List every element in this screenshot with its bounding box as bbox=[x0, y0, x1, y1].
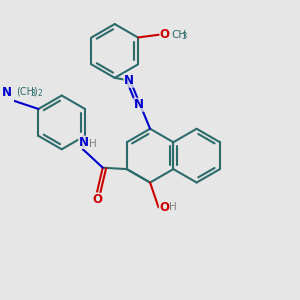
Text: (CH: (CH bbox=[16, 86, 34, 96]
Text: N: N bbox=[124, 74, 134, 87]
Text: N: N bbox=[2, 86, 11, 99]
Text: 2: 2 bbox=[37, 89, 42, 98]
Text: H: H bbox=[89, 139, 97, 149]
Text: O: O bbox=[159, 201, 169, 214]
Text: ): ) bbox=[34, 86, 38, 96]
Text: N: N bbox=[134, 98, 144, 111]
Text: O: O bbox=[92, 193, 102, 206]
Text: O: O bbox=[160, 28, 170, 41]
Text: CH: CH bbox=[171, 30, 186, 40]
Text: 3: 3 bbox=[181, 32, 187, 41]
Text: H: H bbox=[169, 202, 177, 212]
Text: 3: 3 bbox=[30, 89, 35, 98]
Text: N: N bbox=[79, 136, 88, 149]
